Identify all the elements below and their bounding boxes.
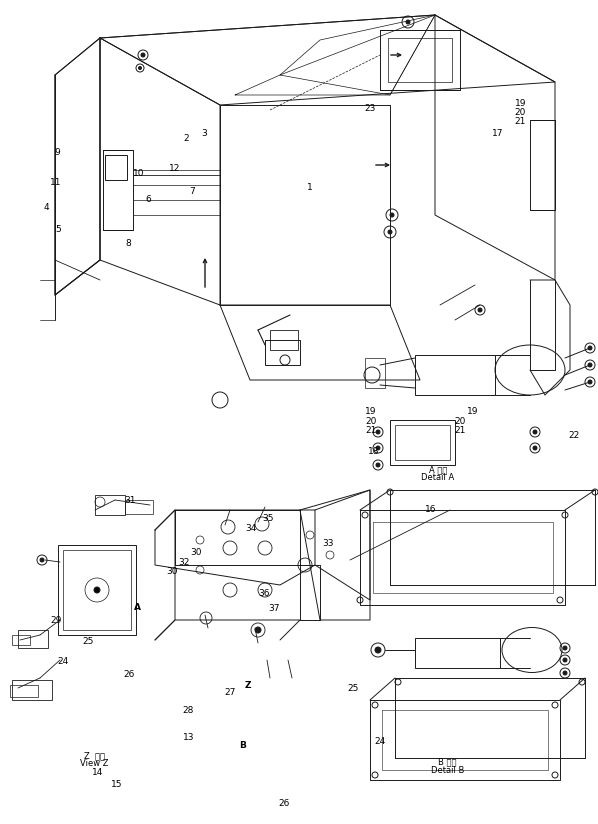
Text: 34: 34 bbox=[245, 524, 257, 532]
Text: B: B bbox=[239, 742, 246, 750]
Bar bbox=[95, 495, 125, 515]
Text: 20: 20 bbox=[514, 109, 526, 117]
Text: 37: 37 bbox=[268, 604, 280, 612]
Text: 15: 15 bbox=[111, 780, 123, 789]
Text: 31: 31 bbox=[124, 497, 136, 505]
Bar bbox=[380, 30, 460, 90]
Text: 26: 26 bbox=[278, 799, 290, 808]
Circle shape bbox=[563, 658, 567, 662]
Text: 5: 5 bbox=[56, 225, 62, 233]
Bar bbox=[103, 150, 133, 230]
Circle shape bbox=[533, 430, 537, 434]
Text: 19: 19 bbox=[466, 407, 478, 415]
Text: 26: 26 bbox=[123, 670, 135, 678]
Text: 29: 29 bbox=[50, 616, 62, 625]
Text: Detail A: Detail A bbox=[421, 474, 454, 482]
Circle shape bbox=[563, 646, 567, 650]
Text: 28: 28 bbox=[182, 706, 194, 714]
Text: 24: 24 bbox=[57, 658, 68, 666]
Circle shape bbox=[375, 647, 381, 653]
Text: 18: 18 bbox=[368, 447, 380, 456]
Bar bbox=[12, 635, 30, 645]
Circle shape bbox=[588, 380, 592, 384]
Text: 21: 21 bbox=[514, 118, 526, 126]
Text: 30: 30 bbox=[166, 568, 178, 576]
Text: B 詳細: B 詳細 bbox=[438, 758, 456, 766]
Text: 11: 11 bbox=[50, 179, 62, 187]
Text: 10: 10 bbox=[133, 169, 145, 177]
Bar bbox=[415, 355, 495, 395]
Text: 14: 14 bbox=[91, 769, 103, 777]
Circle shape bbox=[376, 446, 380, 450]
Text: 20: 20 bbox=[365, 418, 377, 426]
Circle shape bbox=[478, 308, 482, 312]
Bar bbox=[10, 685, 38, 697]
Circle shape bbox=[588, 346, 592, 350]
Circle shape bbox=[563, 671, 567, 675]
Text: 9: 9 bbox=[54, 148, 60, 157]
Text: Detail B: Detail B bbox=[431, 766, 464, 775]
Circle shape bbox=[390, 213, 394, 217]
Text: 25: 25 bbox=[347, 684, 359, 692]
Circle shape bbox=[141, 53, 145, 57]
Circle shape bbox=[388, 230, 392, 234]
Bar bbox=[105, 155, 127, 180]
Circle shape bbox=[40, 558, 44, 562]
Text: A: A bbox=[134, 603, 141, 611]
Bar bbox=[18, 630, 48, 648]
Text: 24: 24 bbox=[374, 737, 385, 746]
Text: 35: 35 bbox=[262, 514, 274, 522]
Bar bbox=[395, 425, 450, 460]
Bar bbox=[365, 358, 385, 388]
Text: 1: 1 bbox=[307, 184, 313, 192]
Text: 6: 6 bbox=[145, 195, 151, 204]
Circle shape bbox=[533, 446, 537, 450]
Circle shape bbox=[376, 430, 380, 434]
Text: View Z: View Z bbox=[80, 760, 109, 768]
Text: 12: 12 bbox=[169, 165, 181, 173]
Bar bbox=[388, 38, 452, 82]
Bar bbox=[58, 545, 136, 635]
Circle shape bbox=[94, 587, 100, 593]
Text: 21: 21 bbox=[365, 427, 377, 435]
Text: 7: 7 bbox=[190, 187, 196, 195]
Text: 16: 16 bbox=[425, 505, 437, 513]
Text: 25: 25 bbox=[83, 637, 94, 645]
Bar bbox=[265, 340, 300, 365]
Text: 17: 17 bbox=[492, 129, 504, 138]
Bar bbox=[125, 500, 153, 514]
Text: 2: 2 bbox=[184, 134, 190, 143]
Circle shape bbox=[406, 20, 410, 24]
Text: 22: 22 bbox=[569, 431, 579, 439]
Text: 36: 36 bbox=[258, 589, 270, 597]
Bar bbox=[530, 120, 555, 210]
Circle shape bbox=[376, 463, 380, 467]
Circle shape bbox=[588, 363, 592, 367]
Bar bbox=[12, 680, 52, 700]
Text: 13: 13 bbox=[182, 733, 194, 742]
Text: 8: 8 bbox=[126, 239, 132, 247]
Bar bbox=[270, 330, 298, 350]
Text: 33: 33 bbox=[322, 539, 334, 547]
Circle shape bbox=[139, 67, 142, 69]
Bar bbox=[415, 638, 500, 668]
Text: 27: 27 bbox=[224, 688, 236, 696]
Text: 23: 23 bbox=[364, 105, 376, 113]
Text: 21: 21 bbox=[454, 427, 466, 435]
Text: Z  視図: Z 視図 bbox=[84, 751, 105, 760]
Text: 19: 19 bbox=[365, 407, 377, 415]
Text: 20: 20 bbox=[454, 418, 466, 426]
Bar bbox=[63, 550, 131, 630]
Text: 32: 32 bbox=[178, 559, 190, 567]
Text: 3: 3 bbox=[202, 129, 208, 138]
Circle shape bbox=[255, 627, 261, 633]
Text: 30: 30 bbox=[190, 549, 202, 557]
Text: 4: 4 bbox=[44, 204, 50, 212]
Text: Z: Z bbox=[245, 681, 251, 690]
Text: A 詳細: A 詳細 bbox=[429, 466, 447, 474]
Text: 19: 19 bbox=[514, 100, 526, 108]
Bar bbox=[390, 420, 455, 465]
